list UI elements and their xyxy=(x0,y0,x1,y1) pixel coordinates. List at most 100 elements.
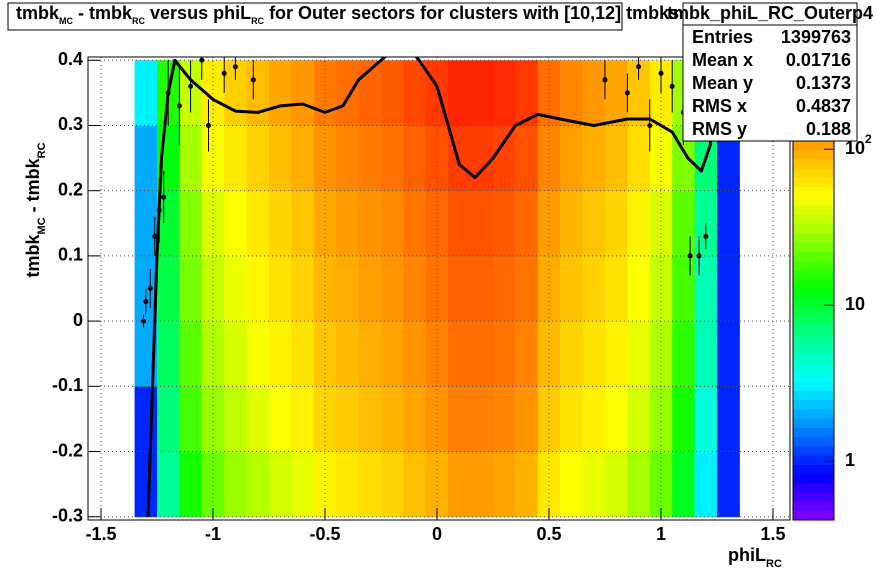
palette-step xyxy=(793,390,834,401)
heat-cell xyxy=(380,60,404,126)
heat-cell xyxy=(403,125,427,192)
heat-cell xyxy=(179,386,203,453)
heat-cell xyxy=(649,386,673,453)
text-part: tmbk xyxy=(16,3,60,23)
x-tick-label: 0.5 xyxy=(536,524,561,544)
heat-cell xyxy=(492,60,516,126)
palette-step xyxy=(793,492,834,502)
heat-cell xyxy=(246,386,270,453)
text-part: - tmbk xyxy=(23,157,43,217)
subscript: RC xyxy=(251,16,264,26)
palette-step xyxy=(793,418,834,428)
heat-cell xyxy=(291,386,315,453)
heat-cell xyxy=(627,60,651,126)
heat-cell xyxy=(246,321,270,387)
heat-cell xyxy=(604,386,628,453)
heat-cell xyxy=(560,60,584,126)
palette-step xyxy=(793,260,834,271)
heat-cell xyxy=(425,125,449,192)
profile-point xyxy=(624,90,630,96)
heat-cell xyxy=(313,386,337,453)
palette-step xyxy=(793,353,834,364)
stats-value: 0.1373 xyxy=(796,73,851,93)
heat-cell xyxy=(268,321,292,387)
heat-cell xyxy=(470,60,494,126)
palette-step xyxy=(793,482,834,493)
palette-step xyxy=(793,473,834,484)
profile-point xyxy=(232,64,238,70)
stats-label: Entries xyxy=(692,27,753,47)
heat-cell xyxy=(313,125,337,192)
y-tick-label: 0.1 xyxy=(58,245,83,265)
palette-step xyxy=(793,344,834,354)
palette-step xyxy=(793,436,834,447)
profile-point xyxy=(152,233,158,239)
heat-cell xyxy=(156,451,180,518)
heat-cell xyxy=(380,386,404,453)
heat-cell xyxy=(448,255,472,322)
palette-step xyxy=(793,214,834,225)
heat-cell xyxy=(268,125,292,192)
heat-cell xyxy=(179,255,203,322)
heat-cell xyxy=(448,451,472,518)
profile-point xyxy=(658,70,664,76)
heat-cell xyxy=(582,255,606,322)
stats-frame xyxy=(682,2,858,142)
heat-cell xyxy=(156,386,180,453)
title-group: tmbkMC - tmbkRC versus phiLRC for Outer … xyxy=(16,3,679,27)
heat-cell xyxy=(268,60,292,126)
title-box xyxy=(7,2,623,31)
heat-cell xyxy=(448,321,472,387)
palette-step xyxy=(793,371,834,382)
palette-step xyxy=(793,158,834,169)
x-tick-label: 0 xyxy=(432,524,442,544)
heat-cell xyxy=(448,386,472,453)
heat-cell xyxy=(336,60,360,126)
profile-point xyxy=(206,122,212,128)
heat-cell xyxy=(515,451,539,518)
heat-cell xyxy=(537,255,561,322)
heat-cell xyxy=(627,190,651,257)
heat-cell xyxy=(582,386,606,453)
y-tick-label: 0.2 xyxy=(58,179,83,199)
heat-cell xyxy=(492,386,516,453)
palette-step xyxy=(793,501,834,512)
heat-cell xyxy=(604,190,628,257)
plot-frame xyxy=(87,56,791,521)
heat-cell xyxy=(515,190,539,257)
heat-cell xyxy=(179,190,203,257)
x-tick-label: -1.5 xyxy=(85,524,116,544)
heat-cell xyxy=(291,255,315,322)
heat-cell xyxy=(246,190,270,257)
palette-step xyxy=(793,334,834,345)
heat-cell xyxy=(201,190,225,257)
subscript: RC xyxy=(36,142,48,158)
heat-cell xyxy=(380,255,404,322)
heat-cell xyxy=(291,125,315,192)
heat-cell xyxy=(201,386,225,453)
stats-value: 0.4837 xyxy=(796,96,851,116)
profile-point xyxy=(147,286,153,291)
heat-cell xyxy=(358,321,382,387)
heat-cell xyxy=(604,451,628,518)
heat-cell xyxy=(134,125,158,192)
text-part: phiL xyxy=(728,545,766,565)
palette-step xyxy=(793,186,834,197)
heat-cell xyxy=(604,255,628,322)
stats-value: 0.188 xyxy=(806,119,851,139)
heat-cell xyxy=(336,190,360,257)
text-part: - tmbk xyxy=(73,3,133,23)
heat-cell xyxy=(492,190,516,257)
z-tick-label: 102 xyxy=(845,132,872,158)
heat-cell xyxy=(224,451,248,518)
z-tick-exponent: 2 xyxy=(865,132,872,146)
palette-step xyxy=(793,464,834,475)
heat-cell xyxy=(470,125,494,192)
palette-step xyxy=(793,325,834,336)
heat-cell xyxy=(156,321,180,387)
heat-cell xyxy=(336,451,360,518)
heat-cell xyxy=(380,125,404,192)
heat-cell xyxy=(560,451,584,518)
profile-point xyxy=(221,70,227,76)
